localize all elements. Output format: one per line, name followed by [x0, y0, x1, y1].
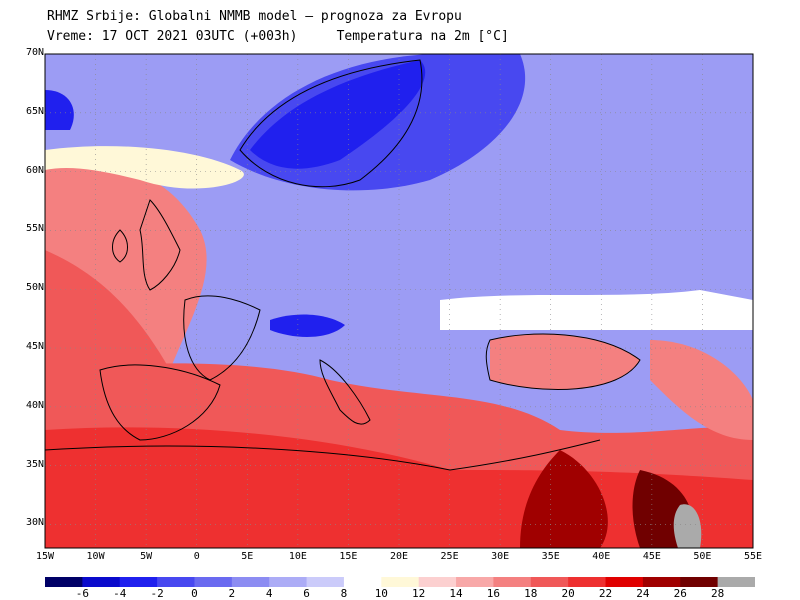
longitude-label: 20E [389, 551, 409, 562]
latitude-label: 60N [25, 164, 44, 176]
longitude-label: 5E [241, 551, 254, 562]
colorbar-label: 28 [711, 587, 725, 600]
colorbar-label: 26 [673, 587, 687, 600]
colorbar-swatch [343, 577, 382, 587]
colorbar-swatch [717, 577, 755, 587]
valid-time: Vreme: 17 OCT 2021 03UTC (+003h) [47, 29, 298, 44]
map-subtitle: Vreme: 17 OCT 2021 03UTC (+003h) Tempera… [47, 29, 509, 44]
longitude-label: 15E [339, 551, 358, 562]
colorbar-label: 18 [524, 587, 538, 600]
colorbar-swatch [642, 577, 681, 587]
longitude-label: 0 [193, 551, 200, 562]
colorbar-swatch [82, 577, 121, 587]
warm-caspian [650, 340, 753, 440]
colorbar-label: -2 [150, 587, 164, 600]
colorbar-label: 12 [412, 587, 426, 600]
colorbar-swatch [381, 577, 420, 587]
colorbar-swatch [456, 577, 494, 587]
colorbar [45, 577, 755, 587]
cold-iceland [45, 90, 74, 130]
colorbar-label: 0 [191, 587, 198, 600]
longitude-label: 50E [693, 551, 712, 562]
colorbar-swatch [605, 577, 644, 587]
colorbar-label: -4 [113, 587, 127, 600]
latitude-label: 45N [25, 341, 44, 353]
map-title: RHMZ Srbije: Globalni NMMB model — progn… [47, 9, 462, 24]
colorbar-swatch [493, 577, 532, 587]
latitude-label: 35N [25, 458, 44, 470]
latitude-label: 50N [25, 282, 44, 294]
colorbar-label: 8 [340, 587, 348, 600]
colorbar-swatch [306, 577, 345, 587]
longitude-label: 25E [440, 551, 459, 562]
longitude-label: 55E [743, 551, 763, 562]
latitude-label: 30N [25, 517, 44, 529]
colorbar-label: 16 [486, 587, 501, 600]
cold-alps [270, 314, 345, 337]
colorbar-label: 24 [636, 587, 650, 600]
colorbar-swatch [45, 577, 83, 587]
colorbar-label: 14 [449, 587, 463, 600]
colorbar-swatch [194, 577, 233, 587]
hot-spot-east [520, 450, 608, 548]
longitude-label: 35E [541, 551, 560, 562]
latitude-label: 65N [25, 105, 44, 117]
colorbar-swatch [231, 577, 270, 587]
colorbar-swatch [568, 577, 607, 587]
longitude-label: 15W [35, 551, 55, 562]
colorbar-swatch [119, 577, 158, 587]
colder-scandinavia [250, 60, 426, 169]
colorbar-label: 20 [561, 587, 575, 600]
longitude-label: 40E [592, 551, 611, 562]
longitude-label: 10E [288, 551, 307, 562]
colorbar-swatch [530, 577, 569, 587]
colorbar-label: -6 [75, 587, 89, 600]
colorbar-label: 6 [303, 587, 310, 600]
colorbar-swatch [157, 577, 195, 587]
neutral-band-north [45, 146, 244, 189]
terrain-mask [673, 504, 702, 548]
colorbar-label: 2 [228, 587, 236, 600]
longitude-label: 5W [140, 551, 153, 562]
variable-name: Temperatura na 2m [°C] [336, 29, 509, 44]
map-frame [44, 53, 754, 549]
colorbar-label: 4 [265, 587, 273, 600]
neutral-band-east [440, 290, 753, 330]
latitude-label: 40N [25, 399, 44, 411]
longitude-label: 45E [642, 551, 661, 562]
colorbar-swatch [269, 577, 308, 587]
colorbar-label: 10 [374, 587, 388, 600]
colorbar-swatch [680, 577, 719, 587]
colorbar-swatch [418, 577, 457, 587]
colorbar-label: 22 [598, 587, 613, 600]
longitude-label: 30E [491, 551, 510, 562]
latitude-label: 70N [25, 47, 44, 58]
warm-black-sea [490, 334, 640, 390]
coastlines [44, 59, 641, 471]
latitude-label: 55N [25, 223, 44, 235]
longitude-label: 10W [86, 551, 105, 562]
